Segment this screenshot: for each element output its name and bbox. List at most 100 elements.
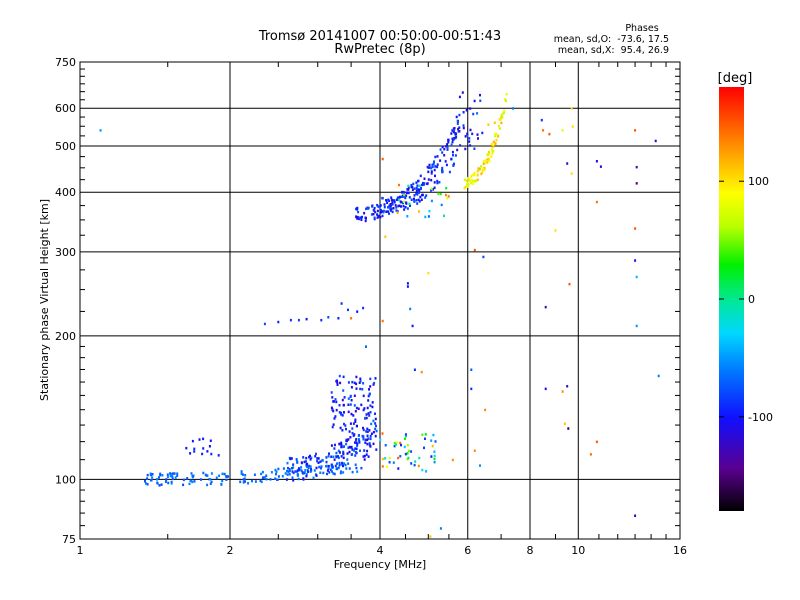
data-point [362,428,365,432]
data-point [454,136,457,140]
data-point [492,150,495,153]
data-point [375,429,378,433]
data-point [347,397,350,400]
data-point [441,145,444,149]
data-point [206,450,209,453]
data-point [391,210,394,214]
data-point [425,470,428,473]
data-point [427,271,430,275]
data-point [379,204,382,207]
data-point [467,177,470,180]
data-point [390,196,393,199]
data-point [391,201,394,205]
data-point [209,439,212,442]
data-point [242,473,244,476]
phases-x-mode: mean, sd,X: 95.4, 26.9 [558,45,669,56]
data-point [473,180,476,183]
data-point [369,445,372,448]
data-point [217,454,220,457]
data-point [422,181,424,185]
data-point [444,193,447,197]
data-point [247,482,250,485]
data-point [330,463,333,466]
data-point [348,467,351,470]
data-point [430,189,432,192]
data-point [335,455,338,459]
data-point [381,319,384,323]
data-point [144,480,146,483]
data-point [253,473,256,476]
data-point [476,169,479,173]
data-point [169,474,172,478]
data-point [411,188,414,191]
data-point [388,199,391,202]
data-point [349,403,352,406]
data-point [348,430,351,433]
data-point [595,160,598,163]
data-point [225,475,228,478]
data-point [411,324,414,328]
data-point [362,382,365,385]
x-axis-label: Frequency [MHz] [334,558,426,571]
data-point [331,465,334,468]
data-point [343,462,346,465]
data-point [374,427,377,431]
data-point [227,475,229,478]
data-point [332,400,335,403]
data-point [310,467,312,471]
data-point [208,445,211,448]
data-point [477,167,480,170]
data-point [391,203,394,206]
data-point [465,109,468,112]
data-point [372,430,375,434]
data-point [381,457,384,461]
data-point [335,400,338,404]
data-point [473,173,476,177]
data-point [481,131,484,135]
data-point [452,130,455,134]
data-point [145,482,147,485]
data-point [447,195,450,198]
data-point [446,148,449,151]
data-point [359,377,362,380]
data-point [440,203,443,207]
data-point [434,174,436,178]
data-point [317,457,320,460]
data-point [425,194,428,197]
data-point [378,214,380,218]
data-point [362,438,365,441]
colorbar-tick-label: 0 [748,293,755,306]
colorbar-ticks: 100 0 -100 [719,175,773,424]
x-tick-label: 6 [464,544,471,557]
data-point [467,183,470,187]
data-point [316,459,319,463]
data-point [167,481,170,485]
data-point [436,179,439,183]
data-point [427,178,430,181]
data-point [275,472,277,476]
data-point [347,403,350,406]
data-point [361,388,364,391]
data-point [454,154,457,157]
data-point [401,191,403,194]
data-point [412,182,415,186]
data-point [364,219,367,223]
data-point [456,119,459,123]
data-point [369,385,372,388]
data-point [319,460,322,463]
data-point [405,202,408,205]
data-point [453,162,455,166]
data-point [289,457,292,461]
data-point [340,445,343,449]
data-point [332,472,335,475]
data-point [392,207,395,210]
data-point [388,212,390,215]
data-point [192,474,195,477]
data-point [356,310,359,313]
data-point [320,318,323,322]
data-point [343,422,345,426]
data-point [350,317,353,320]
data-point [568,282,571,286]
data-point [410,462,413,465]
